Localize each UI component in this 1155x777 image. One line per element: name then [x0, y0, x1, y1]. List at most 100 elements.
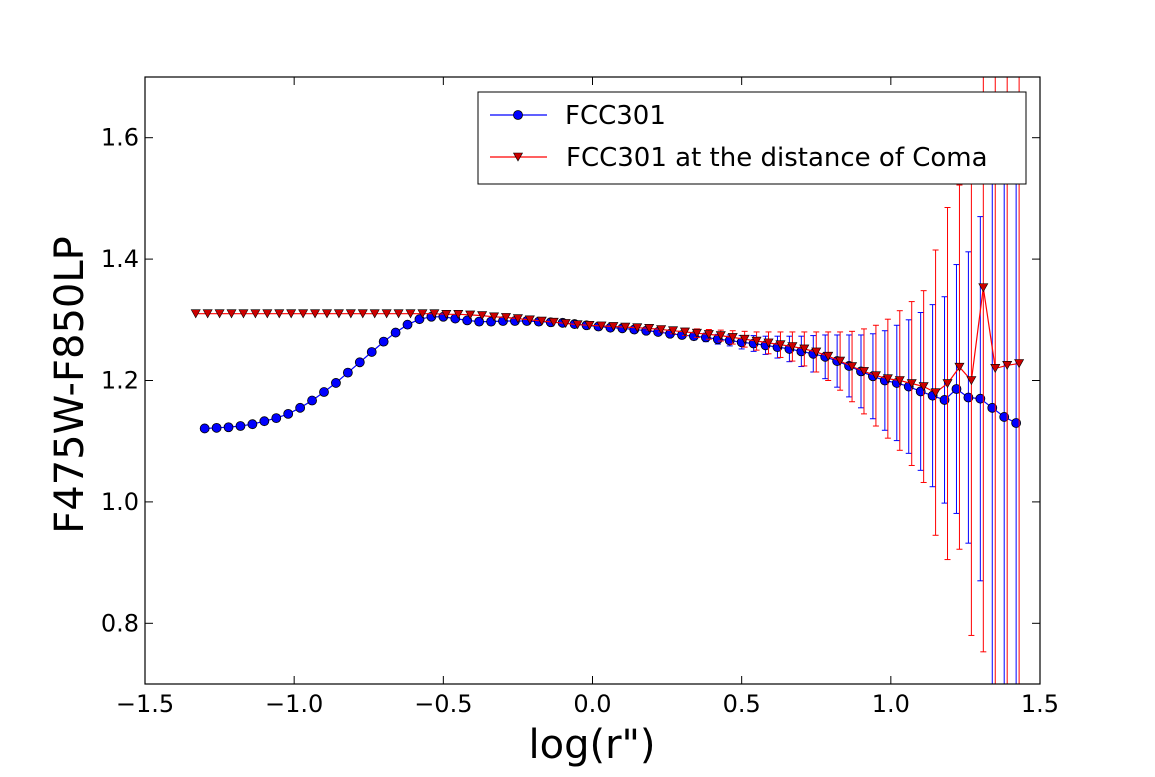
series-fcc301	[199, 115, 1022, 684]
data-point	[247, 419, 258, 430]
legend-box	[477, 91, 1027, 185]
data-point	[214, 309, 225, 319]
data-point	[238, 309, 249, 319]
data-point	[393, 309, 404, 319]
data-point	[381, 309, 392, 319]
data-point	[691, 328, 702, 338]
data-point	[250, 309, 261, 319]
data-point	[739, 334, 750, 344]
data-point	[262, 309, 273, 319]
data-point	[1002, 361, 1013, 370]
y-tick-label: 1.4	[101, 245, 139, 273]
data-point	[512, 314, 523, 324]
data-point	[656, 325, 667, 335]
data-point	[787, 342, 798, 352]
x-axis-label: log(r")	[528, 722, 655, 768]
data-point	[331, 378, 341, 388]
x-tick-label: −1.0	[265, 690, 323, 718]
data-point	[930, 388, 941, 398]
data-point	[226, 309, 237, 319]
y-axis-label: F475W-F850LP	[47, 236, 93, 533]
data-point	[847, 362, 858, 372]
data-point	[283, 408, 294, 419]
data-point	[858, 367, 869, 377]
data-point	[307, 395, 317, 406]
data-point	[453, 310, 464, 319]
data-point	[333, 309, 344, 319]
data-point	[882, 374, 893, 384]
data-point	[500, 313, 511, 322]
legend-label-fcc301: FCC301	[565, 101, 666, 131]
data-point	[951, 384, 962, 394]
data-point	[963, 392, 974, 403]
legend-marker-fcc301	[513, 110, 523, 120]
data-point	[870, 371, 881, 381]
data-point	[441, 310, 452, 319]
data-point	[835, 356, 846, 366]
data-point	[999, 412, 1010, 422]
data-point	[235, 421, 246, 431]
data-point	[975, 393, 986, 404]
x-tick-label: 0.5	[723, 690, 761, 718]
data-point	[918, 382, 929, 392]
data-point	[342, 367, 353, 378]
data-point	[811, 347, 822, 357]
data-point	[369, 309, 380, 319]
data-point	[465, 310, 476, 320]
x-tick-label: 1.5	[1021, 690, 1059, 718]
data-point	[274, 309, 285, 319]
legend-marker-fcc301-coma	[512, 152, 524, 162]
data-point	[703, 330, 714, 339]
data-point	[321, 309, 332, 319]
data-point	[286, 309, 297, 319]
data-point	[906, 379, 917, 389]
data-point	[584, 320, 595, 330]
data-point	[942, 379, 953, 389]
data-point	[799, 344, 810, 354]
data-point	[310, 309, 321, 319]
data-point	[477, 311, 488, 321]
data-point	[987, 402, 998, 413]
series-fcc301-coma	[190, 77, 1025, 684]
data-point	[429, 309, 440, 319]
data-point	[560, 319, 571, 329]
legend-label-fcc301-coma: FCC301 at the distance of Coma	[566, 143, 988, 173]
legend: FCC301 FCC301 at the distance of Coma	[477, 91, 1027, 185]
data-point	[823, 351, 834, 361]
series-line	[195, 287, 1020, 394]
data-point	[405, 309, 416, 319]
data-point	[536, 316, 547, 326]
data-point	[727, 333, 738, 343]
data-point	[390, 327, 401, 338]
data-point	[378, 336, 389, 347]
data-point	[417, 309, 428, 319]
data-point	[202, 309, 213, 319]
data-point	[199, 423, 210, 434]
data-point	[524, 315, 535, 325]
data-point	[608, 322, 619, 332]
data-point	[1011, 418, 1022, 428]
data-point	[990, 364, 1001, 373]
data-point	[954, 362, 965, 372]
data-point	[345, 309, 356, 319]
data-point	[366, 347, 377, 357]
data-point	[572, 320, 583, 330]
data-point	[763, 338, 774, 348]
data-point	[223, 422, 234, 433]
data-point	[620, 322, 631, 332]
data-point	[775, 340, 786, 350]
data-point	[259, 416, 270, 427]
x-tick-label: 0.0	[573, 690, 611, 718]
data-point	[596, 321, 607, 331]
data-point	[679, 327, 690, 337]
data-point	[668, 326, 679, 336]
y-tick-label: 1.0	[101, 488, 139, 516]
data-point	[978, 283, 989, 293]
x-tick-label: −1.5	[116, 690, 174, 718]
x-tick-label: 1.0	[872, 690, 910, 718]
data-point	[402, 319, 413, 330]
data-point	[548, 317, 559, 327]
data-point	[489, 312, 500, 322]
data-point	[644, 323, 655, 333]
